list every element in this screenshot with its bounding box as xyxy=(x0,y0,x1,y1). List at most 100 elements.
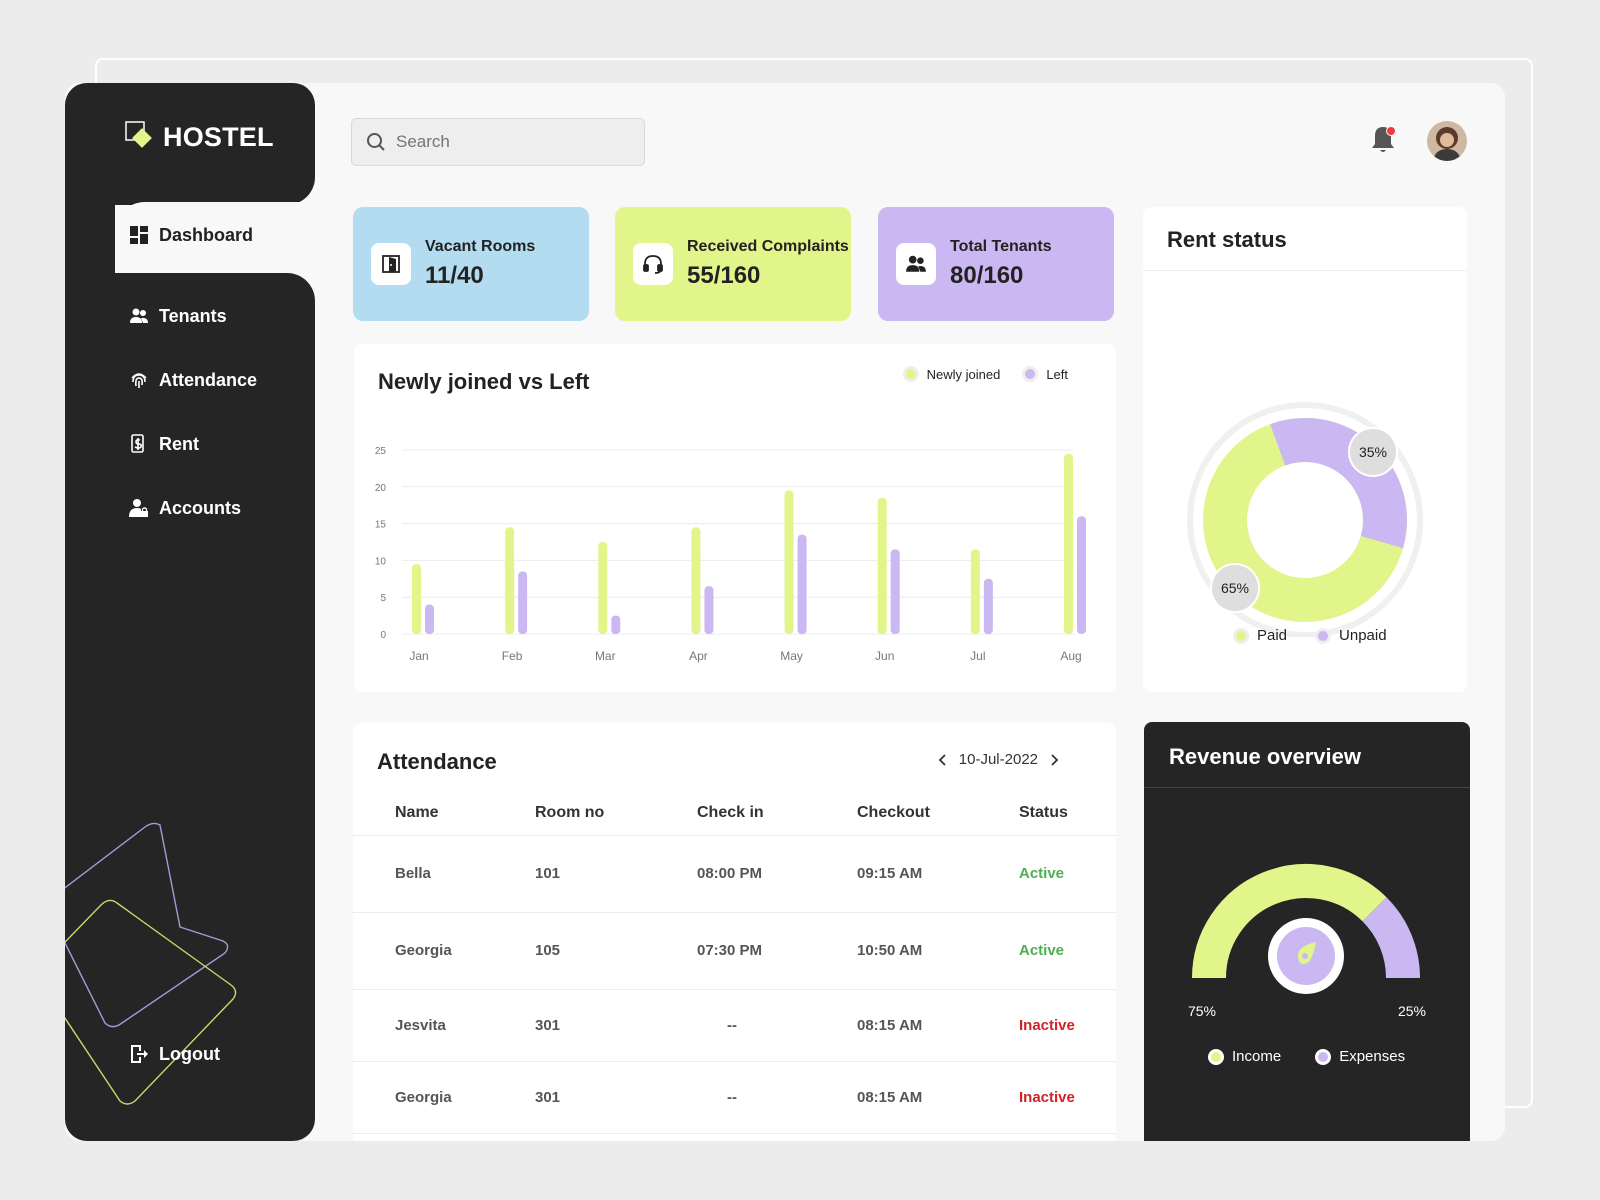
bar-newly-joined-apr[interactable] xyxy=(691,527,701,634)
column-header-name[interactable]: Name xyxy=(353,791,493,836)
legend-swatch-purple xyxy=(1022,366,1039,382)
logo[interactable]: HOSTEL xyxy=(125,121,274,153)
nav-label-dashboard: Dashboard xyxy=(159,224,254,245)
nav-item-dashboard[interactable]: Dashboard xyxy=(115,202,315,268)
table-row[interactable]: Georgia 301 -- 08:15 AM Inactive xyxy=(353,1061,1116,1134)
x-tick-label: Aug xyxy=(1060,649,1081,663)
rent-legend: Paid Unpaid xyxy=(1233,627,1387,644)
status-badge: Active xyxy=(977,912,1116,990)
gauge-segment-expenses[interactable] xyxy=(1362,897,1420,979)
x-tick-label: Jan xyxy=(409,649,428,663)
x-tick-label: Jul xyxy=(970,649,985,663)
logout-button[interactable]: Logout xyxy=(115,1021,315,1087)
bar-left-aug[interactable] xyxy=(1077,516,1086,634)
legend-item-left[interactable]: Left xyxy=(1022,366,1068,382)
logout-icon xyxy=(131,1045,148,1063)
table-row[interactable]: Jesvita 301 -- 08:15 AM Inactive xyxy=(353,989,1116,1062)
legend-label: Newly joined xyxy=(926,366,1001,382)
user-avatar[interactable] xyxy=(1427,121,1467,161)
sidebar-nav-panel xyxy=(65,273,315,1141)
table-row[interactable]: Bella 101 08:00 PM 09:15 AM Active xyxy=(353,835,1116,913)
nav-label-rent: Rent xyxy=(159,433,199,454)
legend-swatch-purple xyxy=(1315,627,1332,644)
legend-swatch-lime xyxy=(1208,1048,1224,1065)
stat-label: Total Tenants xyxy=(950,238,1052,255)
x-tick-label: Jun xyxy=(875,649,894,663)
stat-label: Received Complaints xyxy=(687,238,849,255)
gauge-segment-income[interactable] xyxy=(1192,864,1387,979)
bar-left-jul[interactable] xyxy=(983,578,993,634)
bar-left-jan[interactable] xyxy=(425,604,434,634)
legend-label: Left xyxy=(1046,366,1068,382)
bar-newly-joined-feb[interactable] xyxy=(505,527,515,634)
stat-value: 80/160 xyxy=(950,262,1024,289)
rent-status-card: Rent status 35% 65% Paid Unpaid xyxy=(1143,207,1467,692)
legend-label: Unpaid xyxy=(1339,627,1387,644)
cell-room: 105 xyxy=(493,912,655,990)
legend-item-income[interactable]: Income xyxy=(1208,1048,1281,1065)
revenue-overview-card: Revenue overview 75% 25% Income Expenses xyxy=(1144,722,1470,1141)
nav-item-attendance[interactable]: Attendance xyxy=(115,347,315,413)
stat-label: Vacant Rooms xyxy=(425,238,536,255)
bar-left-jun[interactable] xyxy=(890,549,900,634)
income-percent-label: 75% xyxy=(1188,1003,1216,1019)
bar-left-apr[interactable] xyxy=(704,586,714,634)
legend-item-expenses[interactable]: Expenses xyxy=(1315,1048,1405,1065)
cell-checkin: 07:30 PM xyxy=(655,912,815,990)
x-tick-label: Feb xyxy=(502,649,523,663)
bar-left-feb[interactable] xyxy=(518,571,528,634)
nav-label-logout: Logout xyxy=(159,1043,220,1064)
bar-newly-joined-mar[interactable] xyxy=(598,542,608,634)
x-tick-label: Apr xyxy=(689,649,708,663)
cell-name: Jesvita xyxy=(353,989,493,1062)
legend-label: Paid xyxy=(1257,627,1288,644)
stat-card-total-tenants[interactable]: Total Tenants 80/160 xyxy=(878,207,1114,321)
cell-checkout: 10:50 AM xyxy=(815,912,977,990)
percent-badge xyxy=(1348,427,1398,477)
legend-item-unpaid[interactable]: Unpaid xyxy=(1315,627,1387,644)
bar-newly-joined-jan[interactable] xyxy=(412,564,421,634)
column-header-room[interactable]: Room no xyxy=(493,791,655,836)
bar-left-may[interactable] xyxy=(797,534,807,634)
table-row[interactable]: Georgia 105 07:30 PM 10:50 AM Active xyxy=(353,912,1116,990)
bar-newly-joined-may[interactable] xyxy=(784,490,794,634)
app-window: HOSTEL Dashboard Tenants Attendance Rent xyxy=(65,83,1505,1141)
revenue-header: Revenue overview xyxy=(1144,722,1470,788)
bar-newly-joined-jun[interactable] xyxy=(877,497,887,634)
chevron-right-icon[interactable] xyxy=(1048,753,1060,767)
users-icon xyxy=(896,243,936,285)
nav-item-accounts[interactable]: Accounts xyxy=(115,475,315,541)
bar-left-mar[interactable] xyxy=(611,615,621,634)
legend-item-paid[interactable]: Paid xyxy=(1233,627,1287,644)
column-header-status[interactable]: Status xyxy=(977,791,1116,836)
legend-item-newly-joined[interactable]: Newly joined xyxy=(902,366,1001,382)
headset-icon xyxy=(633,243,673,285)
chevron-left-icon[interactable] xyxy=(937,753,949,767)
bar-newly-joined-aug[interactable] xyxy=(1064,453,1073,634)
revenue-gauge-chart: 75% 25% xyxy=(1188,864,1426,1019)
paid-percent-label: 65% xyxy=(1221,580,1249,596)
donut-segment-unpaid[interactable] xyxy=(1202,417,1407,622)
nav-item-rent[interactable]: Rent xyxy=(115,411,315,477)
attendance-table: Name Room no Check in Checkout Status Be… xyxy=(353,791,1116,1134)
date-selector: 10-Jul-2022 xyxy=(937,751,1060,768)
bar-chart-plot: 0 5 10 15 20 25 Jan Feb Mar Apr May Jun Jul Aug xyxy=(375,446,1086,663)
donut-segments xyxy=(1202,417,1407,622)
search-input[interactable] xyxy=(396,132,626,152)
stat-card-vacant-rooms[interactable]: Vacant Rooms 11/40 xyxy=(353,207,589,321)
nav-item-tenants[interactable]: Tenants xyxy=(115,283,315,349)
search-box[interactable] xyxy=(351,118,645,166)
door-icon xyxy=(371,243,411,285)
y-tick-label: 25 xyxy=(375,446,387,457)
cell-name: Georgia xyxy=(353,1061,493,1134)
nav-label-accounts: Accounts xyxy=(159,497,242,518)
y-tick-label: 0 xyxy=(380,630,386,641)
stat-card-complaints[interactable]: Received Complaints 55/160 xyxy=(615,207,851,321)
column-header-checkout[interactable]: Checkout xyxy=(815,791,977,836)
notification-bell-icon[interactable] xyxy=(1368,123,1398,157)
gauge-needle-pivot xyxy=(1302,953,1308,959)
column-header-checkin[interactable]: Check in xyxy=(655,791,815,836)
search-icon xyxy=(367,133,385,151)
bar-newly-joined-jul[interactable] xyxy=(970,549,980,634)
x-tick-label: May xyxy=(780,649,803,663)
